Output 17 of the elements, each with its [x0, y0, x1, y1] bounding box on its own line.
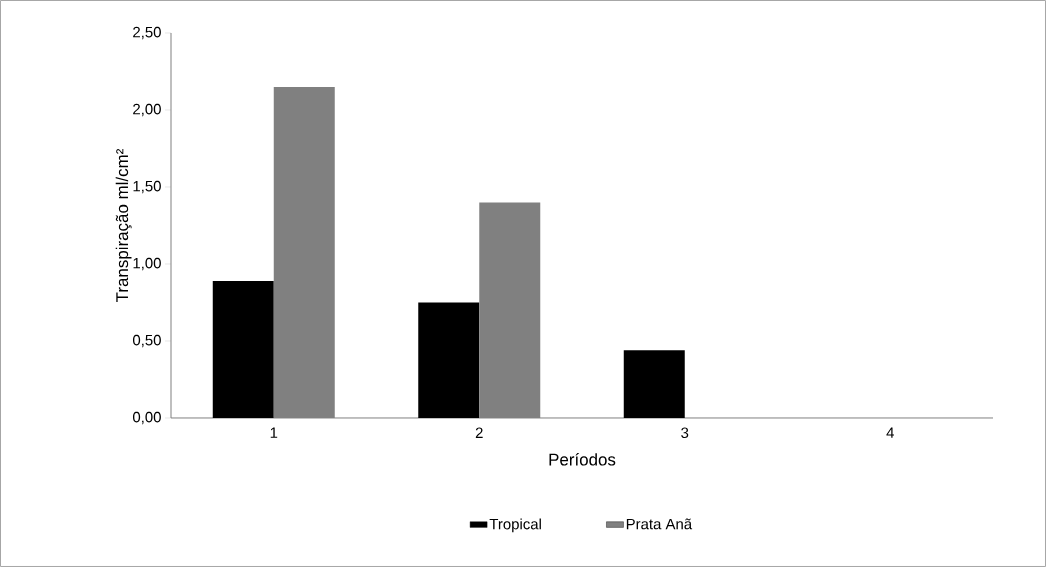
y-tick-label: 0,50 — [132, 334, 161, 348]
y-tick-label: 2,00 — [133, 103, 161, 117]
x-tick-label: 3 — [681, 427, 689, 439]
y-axis-title: Transpiração ml/cm² — [115, 148, 132, 302]
x-tick-label: 1 — [270, 427, 278, 438]
bar — [212, 280, 274, 418]
y-tick-label: 2,50 — [133, 26, 161, 40]
bar — [623, 350, 685, 418]
legend-label: Tropical — [489, 518, 541, 533]
y-tick-label: 0,00 — [132, 411, 161, 425]
x-tick-label: 2 — [475, 427, 483, 438]
x-tick-label: 4 — [886, 427, 894, 438]
bar — [418, 302, 480, 418]
legend-label: Prata Anã — [626, 518, 693, 530]
y-tick-label: 1,50 — [133, 180, 161, 194]
x-axis-title: Períodos — [549, 452, 616, 466]
y-tick-label: 1,00 — [133, 257, 161, 271]
